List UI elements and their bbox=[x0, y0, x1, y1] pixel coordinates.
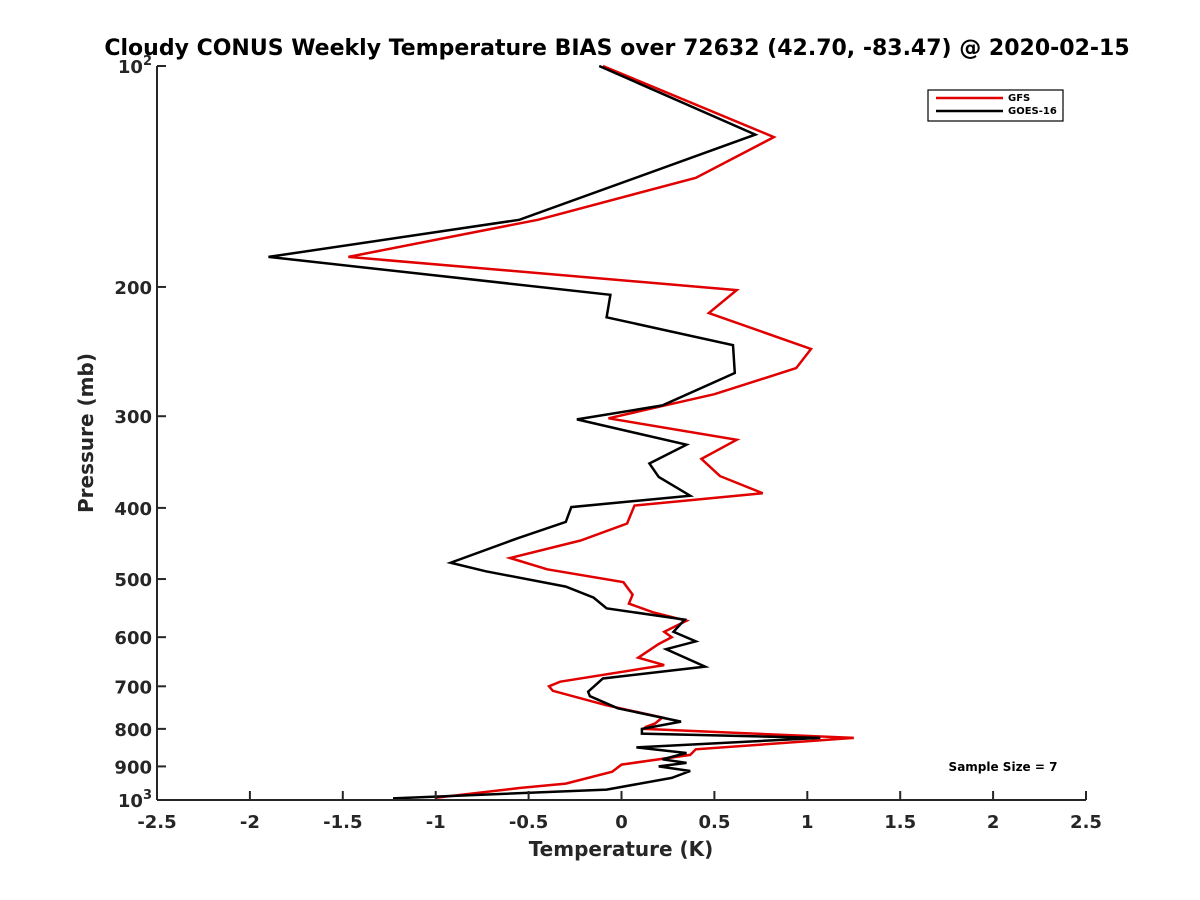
x-tick-label: 0 bbox=[615, 812, 628, 833]
x-axis-label: Temperature (K) bbox=[529, 837, 714, 861]
x-tick-label: 2.5 bbox=[1070, 812, 1102, 833]
x-tick-label: -0.5 bbox=[509, 812, 548, 833]
x-tick-label: 1 bbox=[801, 812, 814, 833]
plot-lines bbox=[268, 64, 854, 800]
y-tick-label: 600 bbox=[114, 628, 152, 649]
series-line-gfs bbox=[348, 64, 854, 800]
y-tick-label: 700 bbox=[114, 677, 152, 698]
x-tick-label: -1 bbox=[426, 812, 446, 833]
y-axis-label: Pressure (mb) bbox=[74, 353, 98, 513]
legend-label-goes16: GOES-16 bbox=[1008, 106, 1057, 117]
y-tick-label: 103 bbox=[118, 788, 152, 812]
y-ticks: 102 200 300 400 500 600 700 800 900 103 bbox=[114, 54, 166, 812]
chart-title: Cloudy CONUS Weekly Temperature BIAS ove… bbox=[104, 36, 1129, 61]
y-tick-label: 900 bbox=[114, 757, 152, 778]
y-tick-label: 200 bbox=[114, 278, 152, 299]
series-line-goes16 bbox=[268, 64, 821, 800]
x-tick-label: 2 bbox=[987, 812, 1000, 833]
x-ticks: -2.5 -2 -1.5 -1 -0.5 0 0.5 1 1.5 2 2.5 bbox=[137, 791, 1102, 833]
legend-box bbox=[927, 89, 1064, 122]
x-tick-label: 1.5 bbox=[884, 812, 916, 833]
y-tick-label: 300 bbox=[114, 407, 152, 428]
y-tick-label: 400 bbox=[114, 499, 152, 520]
y-tick-label: 800 bbox=[114, 720, 152, 741]
legend: GFS GOES-16 bbox=[927, 89, 1064, 122]
x-tick-label: -2 bbox=[240, 812, 260, 833]
legend-label-gfs: GFS bbox=[1008, 93, 1030, 104]
y-tick-label: 102 bbox=[118, 54, 152, 78]
y-tick-label: 500 bbox=[114, 570, 152, 591]
x-tick-label: 0.5 bbox=[698, 812, 730, 833]
x-tick-label: -2.5 bbox=[137, 812, 176, 833]
sample-size-annotation: Sample Size = 7 bbox=[949, 760, 1058, 774]
x-tick-label: -1.5 bbox=[323, 812, 362, 833]
